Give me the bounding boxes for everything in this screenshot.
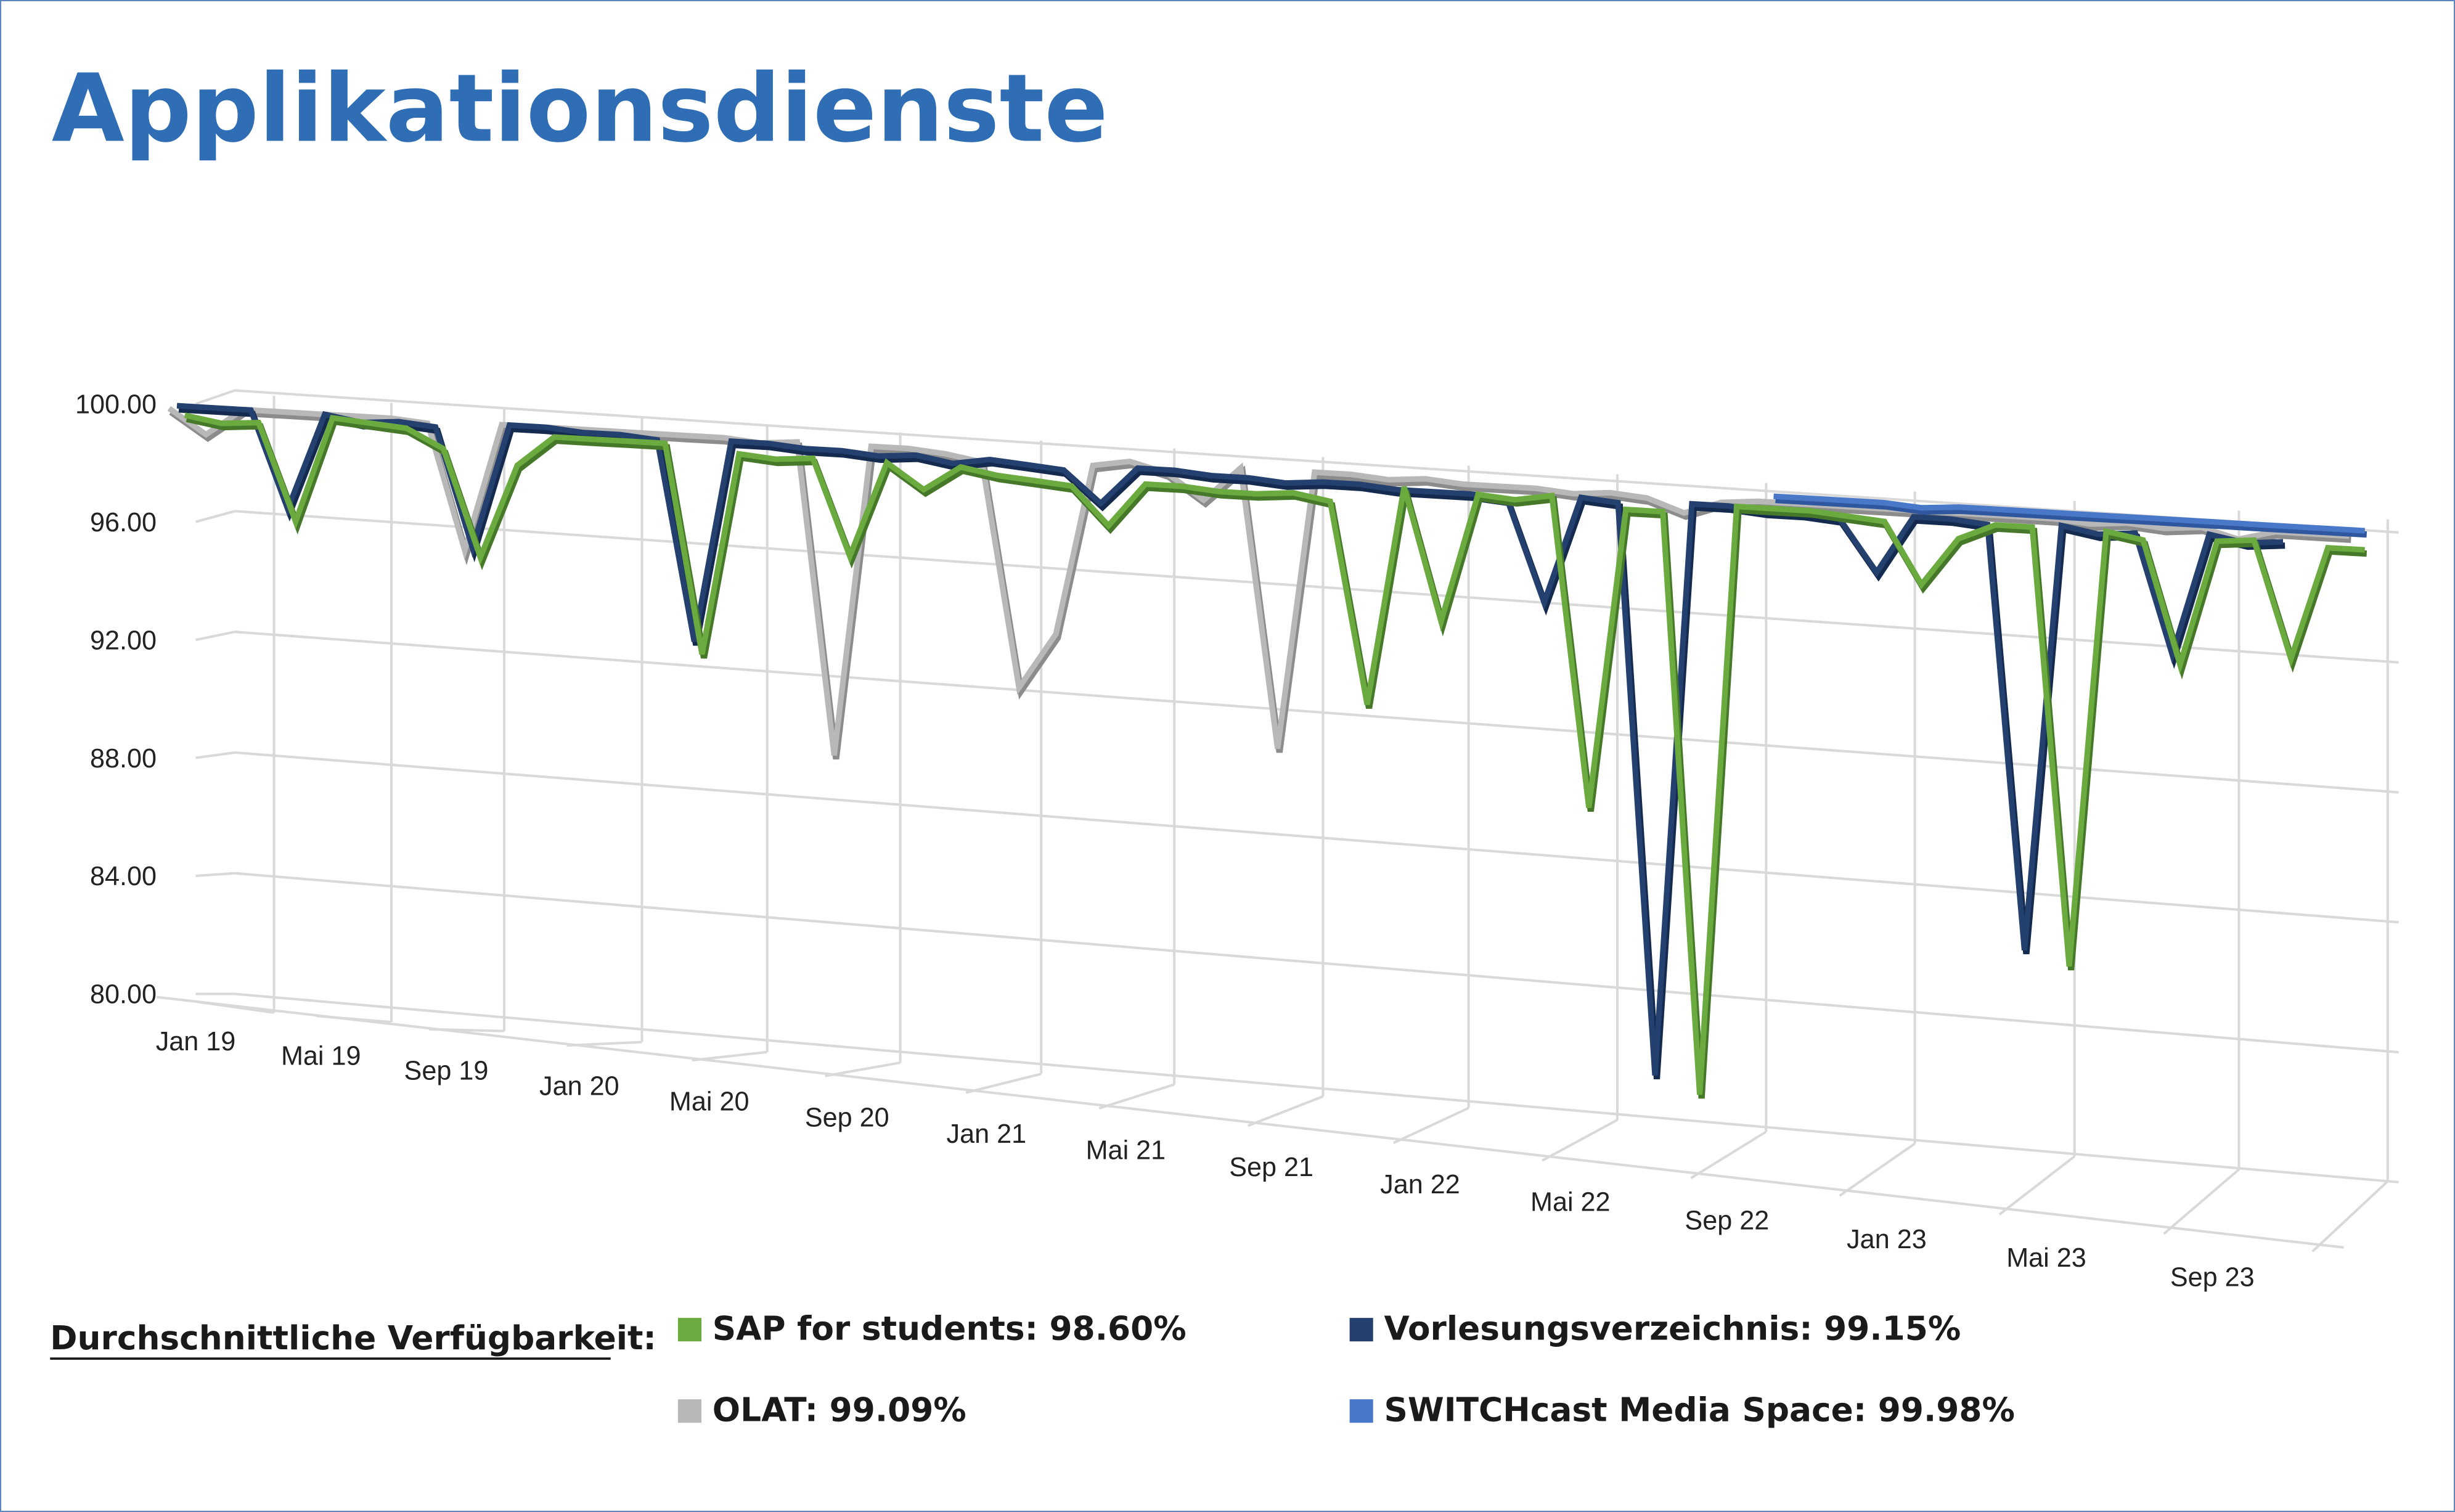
gridline-floor (2163, 1168, 2240, 1235)
x-tick-label: Jan 23 (1847, 1225, 1927, 1254)
gridline-floor (1392, 1106, 1469, 1145)
x-tick-label: Mai 20 (669, 1087, 750, 1116)
legend-label-olat: OLAT: 99.09% (713, 1391, 966, 1429)
x-tick-label: Jan 21 (947, 1119, 1027, 1149)
legend-label-sap: SAP for students: 98.60% (713, 1309, 1187, 1348)
gridline-floor (1839, 1142, 1916, 1197)
gridline-floor (1542, 1119, 1618, 1162)
x-tick-label: Mai 19 (281, 1042, 361, 1071)
gridline-floor (1098, 1083, 1175, 1110)
gridline-wall (195, 631, 235, 642)
series-line-sap-for-students (184, 412, 2365, 1095)
legend-swatch-switchcast (1349, 1399, 1373, 1423)
gridline-floor (2311, 1180, 2389, 1253)
x-axis-ticks: Jan 19 Mai 19 Sep 19 Jan 20 Mai 20 Sep 20 Jan … (156, 1027, 2255, 1293)
series-line-vorlesungsverzeichnis (176, 403, 2284, 1076)
gridline-horizontal (234, 389, 2399, 534)
series-line-switchcast-media-space (1773, 493, 2365, 534)
legend-swatch-sap (677, 1318, 701, 1342)
x-tick-label: Sep 20 (805, 1103, 889, 1132)
gridline-floor (1247, 1095, 1324, 1127)
series-shadow-sap-for-students (186, 415, 2367, 1099)
gridline-wall (195, 389, 235, 406)
series-shadow-vorlesungsverzeichnis (178, 406, 2285, 1079)
x-tick-label: Sep 21 (1229, 1153, 1313, 1182)
x-tick-label: Sep 19 (404, 1056, 489, 1085)
y-tick-label: 88.00 (90, 744, 157, 774)
x-tick-label: Jan 22 (1380, 1170, 1460, 1199)
x-tick-label: Sep 23 (2170, 1263, 2255, 1293)
y-tick-label: 100.00 (75, 390, 157, 419)
gridline-horizontal (234, 872, 2399, 1054)
gridline-wall (195, 510, 235, 523)
x-tick-label: Jan 19 (156, 1027, 236, 1056)
y-tick-label: 92.00 (90, 626, 157, 655)
x-tick-label: Mai 23 (2006, 1243, 2086, 1273)
chart-title: Applikationsdienste (52, 54, 1108, 163)
gridline-horizontal (234, 992, 2399, 1183)
gridline-floor (1690, 1130, 1767, 1180)
gridline-horizontal (234, 510, 2399, 664)
legend-swatch-vorlesungsverzeichnis (1349, 1318, 1373, 1342)
chart-series (167, 403, 2367, 1099)
legend-heading: Durchschnittliche Verfügbarkeit: (50, 1318, 656, 1357)
legend-label-vorlesungsverzeichnis: Vorlesungsverzeichnis: 99.15% (1384, 1309, 1961, 1348)
y-tick-label: 80.00 (90, 980, 157, 1010)
legend-label-switchcast: SWITCHcast Media Space: 99.98% (1384, 1391, 2015, 1429)
gridline-floor (825, 1061, 901, 1077)
y-axis-ticks: 100.00 96.00 92.00 88.00 84.00 80.00 (75, 390, 157, 1009)
x-tick-label: Mai 22 (1530, 1188, 1611, 1217)
x-tick-label: Jan 20 (539, 1072, 619, 1101)
x-tick-label: Mai 21 (1086, 1135, 1166, 1165)
gridline-wall (195, 872, 235, 878)
x-axis-baseline (156, 995, 2344, 1249)
x-tick-label: Sep 22 (1685, 1206, 1769, 1235)
y-tick-label: 96.00 (90, 508, 157, 537)
series-shadow-switchcast-media-space (1775, 497, 2367, 538)
y-tick-label: 84.00 (90, 862, 157, 891)
legend: Durchschnittliche Verfügbarkeit: SAP for… (50, 1309, 2015, 1429)
gridline-wall (195, 751, 235, 759)
gridline-floor (1998, 1155, 2075, 1216)
gridline-horizontal (234, 751, 2399, 924)
legend-swatch-olat (677, 1399, 701, 1423)
chart-grid (156, 389, 2399, 1253)
gridline-floor (965, 1073, 1042, 1094)
